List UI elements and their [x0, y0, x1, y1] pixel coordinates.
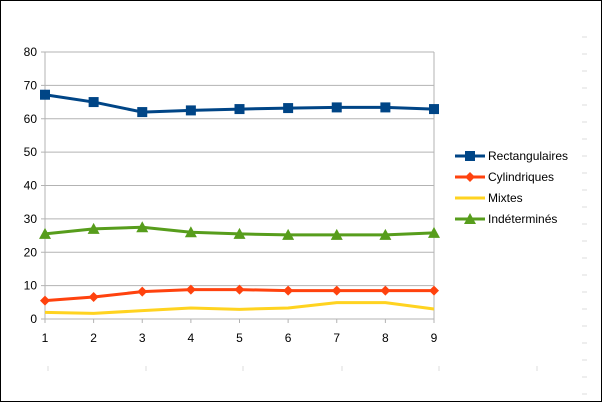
data-point-rectangulaires — [40, 89, 50, 100]
legend-marker-cylindriques — [465, 172, 475, 182]
y-tick-label: 10 — [24, 279, 38, 293]
x-tick-label: 5 — [236, 331, 243, 345]
data-point-indetermines — [39, 227, 51, 239]
data-point-cylindriques — [331, 285, 342, 296]
y-axis-ticks: 0 10 20 30 40 50 60 70 80 — [24, 45, 45, 326]
data-point-rectangulaires — [88, 97, 99, 108]
data-point-cylindriques — [137, 286, 148, 297]
x-tick-label: 6 — [285, 331, 292, 345]
data-point-cylindriques — [88, 291, 99, 302]
x-tick-label: 7 — [333, 331, 340, 345]
y-tick-label: 80 — [24, 45, 38, 59]
data-point-indetermines — [379, 228, 392, 240]
y-tick-label: 20 — [24, 245, 38, 259]
data-point-cylindriques — [185, 284, 196, 295]
legend-marker-rectangulaires — [465, 151, 475, 161]
legend-label-rectangulaires: Rectangulaires — [488, 149, 568, 163]
x-tick-label: 2 — [90, 331, 97, 345]
legend: Rectangulaires Cylindriques Mixtes Indéterm… — [455, 149, 568, 226]
x-tick-label: 9 — [431, 331, 438, 345]
x-tick-label: 3 — [139, 331, 146, 345]
legend-marker-indetermines — [464, 213, 476, 224]
data-point-rectangulaires — [137, 107, 148, 118]
data-point-rectangulaires — [380, 102, 391, 113]
series-markers — [39, 89, 440, 306]
data-point-indetermines — [233, 227, 246, 239]
x-tick-label: 8 — [382, 331, 389, 345]
data-point-cylindriques — [40, 295, 50, 306]
y-tick-label: 60 — [24, 112, 38, 126]
y-tick-label: 40 — [24, 179, 38, 193]
legend-label-cylindriques: Cylindriques — [488, 170, 554, 184]
data-point-indetermines — [184, 226, 197, 238]
data-point-cylindriques — [234, 284, 245, 295]
y-tick-label: 30 — [24, 212, 38, 226]
decorative-edge-marks — [47, 36, 587, 395]
x-tick-label: 1 — [42, 331, 49, 345]
data-point-rectangulaires — [185, 105, 196, 116]
data-point-indetermines — [87, 222, 100, 234]
data-point-rectangulaires — [429, 104, 439, 115]
data-point-indetermines — [330, 228, 343, 240]
legend-label-mixtes: Mixtes — [488, 191, 523, 205]
series-line-mixtes — [44, 301, 435, 315]
data-point-cylindriques — [380, 285, 391, 296]
data-point-indetermines — [282, 228, 295, 240]
data-point-rectangulaires — [283, 103, 294, 114]
data-point-indetermines — [428, 226, 440, 238]
legend-label-indetermines: Indéterminés — [488, 212, 557, 226]
x-tick-label: 4 — [188, 331, 195, 345]
y-tick-label: 70 — [24, 78, 38, 92]
x-axis-ticks: 1 2 3 4 5 6 7 8 9 — [42, 319, 438, 345]
data-point-cylindriques — [283, 285, 294, 296]
data-point-rectangulaires — [234, 104, 245, 115]
data-point-cylindriques — [429, 285, 439, 296]
data-point-indetermines — [136, 221, 149, 233]
data-point-rectangulaires — [331, 102, 342, 113]
y-tick-label: 0 — [30, 312, 37, 326]
y-tick-label: 50 — [24, 145, 38, 159]
